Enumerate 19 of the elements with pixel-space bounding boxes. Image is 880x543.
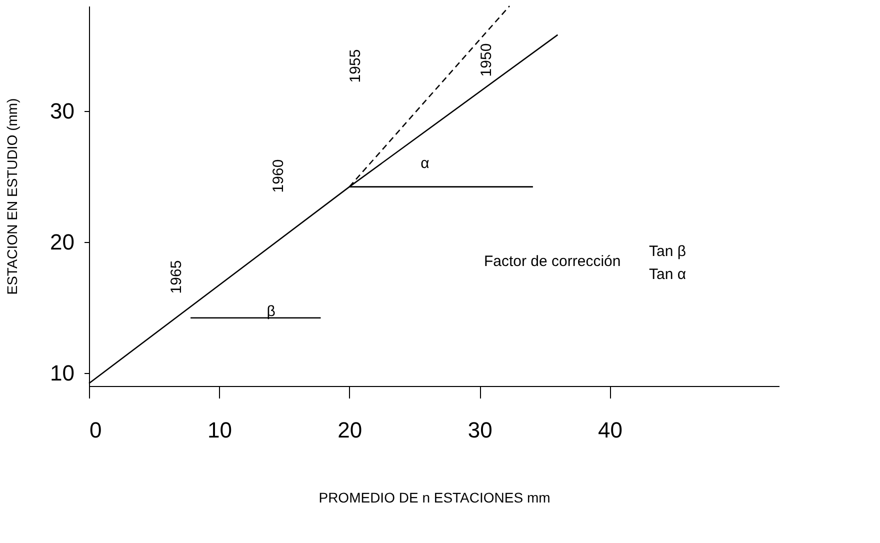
annotation: Factor de corrección	[484, 253, 621, 270]
y-tick-label: 10	[50, 360, 74, 386]
y-tick-label: 30	[50, 98, 74, 124]
annotation: α	[420, 155, 430, 172]
x-tick-label: 0	[90, 418, 102, 442]
x-axis-title: PROMEDIO DE n ESTACIONES mm	[318, 490, 550, 506]
annotation: 1955	[347, 49, 364, 83]
annotation: β	[266, 303, 276, 320]
annotation: 1950	[478, 43, 495, 77]
x-tick-label: 20	[338, 418, 362, 442]
y-axis-title: ESTACION EN ESTUDIO (mm)	[4, 98, 20, 295]
annotation: Tan β	[649, 243, 686, 260]
x-tick-label: 30	[468, 418, 492, 442]
x-tick-label: 10	[207, 418, 232, 442]
y-tick-label: 20	[50, 229, 74, 254]
annotation: 1965	[168, 260, 185, 294]
x-tick-label: 40	[598, 418, 622, 442]
annotation: Tan α	[649, 266, 686, 283]
annotation: 1960	[270, 159, 287, 193]
